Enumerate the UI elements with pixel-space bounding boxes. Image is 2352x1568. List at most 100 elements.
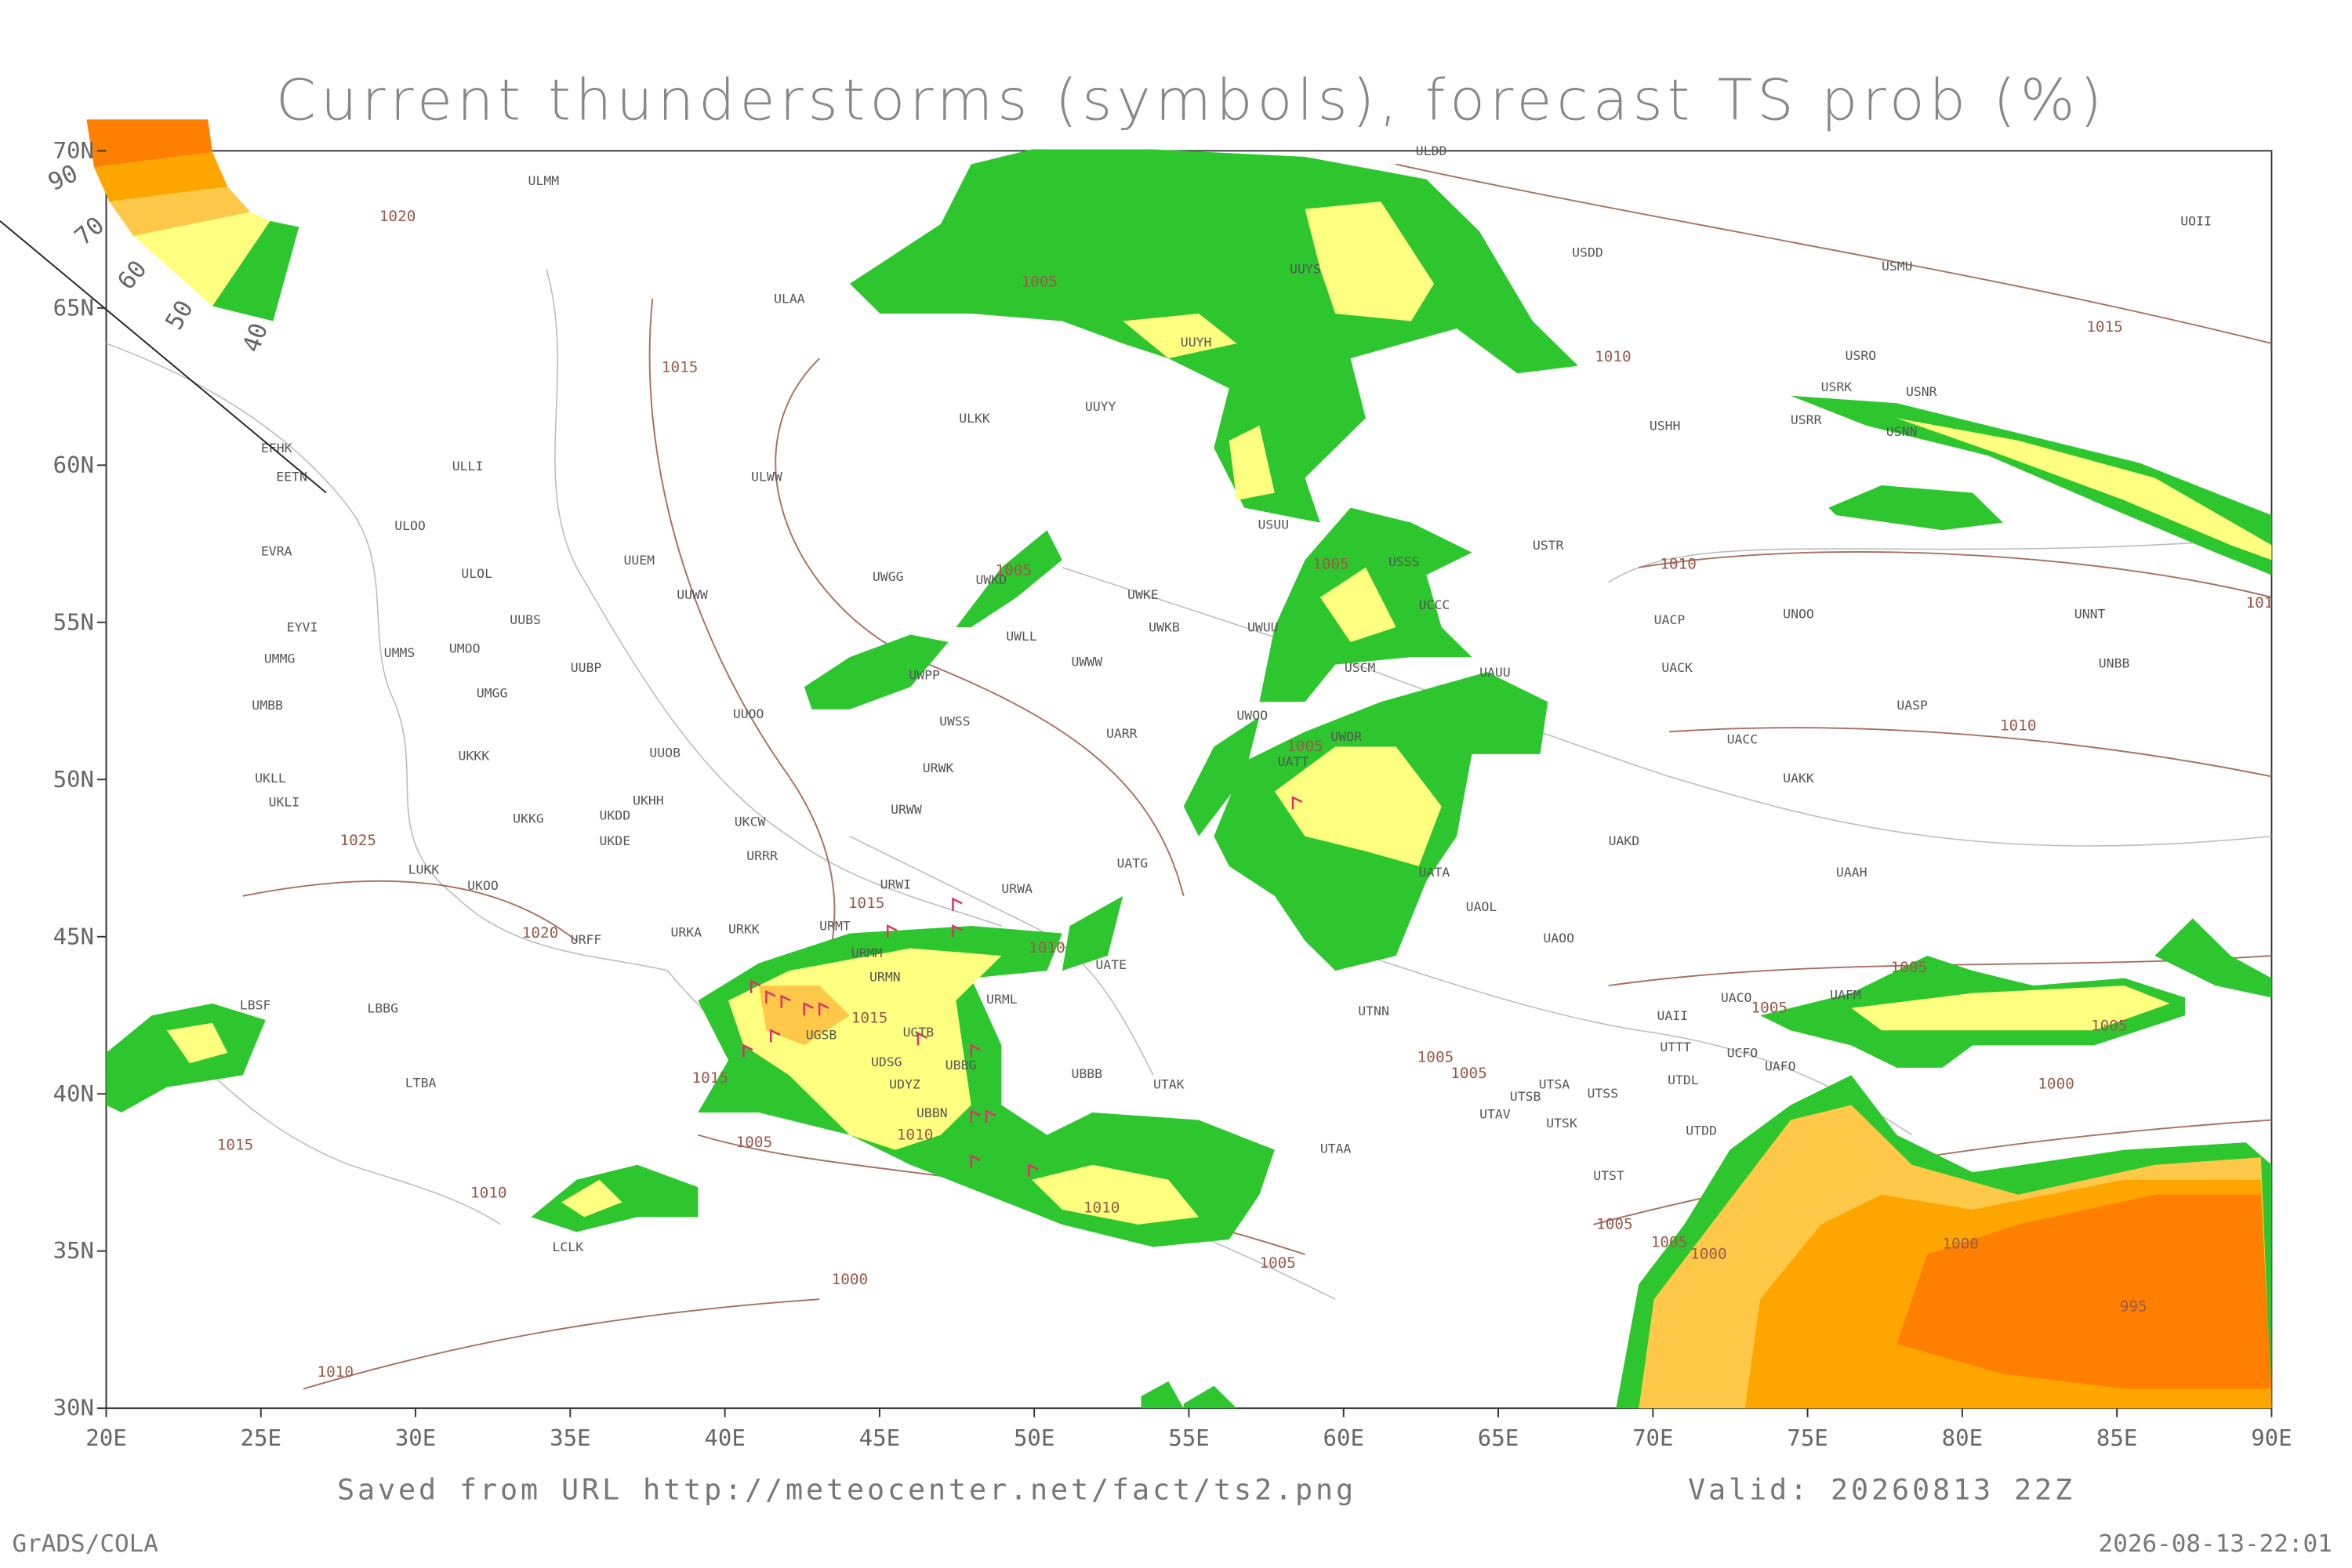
- isobar-label: 1000: [1942, 1235, 1979, 1253]
- station-label: UAKK: [1783, 771, 1814, 786]
- station-label: UKDE: [600, 833, 631, 848]
- y-tick-label: 30N: [53, 1395, 94, 1421]
- isobar-label: 1015: [851, 1009, 888, 1027]
- station-label: UAII: [1657, 1008, 1689, 1023]
- station-label: USNR: [1906, 384, 1937, 399]
- x-tick-label: 85E: [2096, 1425, 2137, 1451]
- station-label: USSS: [1388, 554, 1420, 569]
- axis-ticks: 20E 25E 30E 35E 40E 45E 50E 55E 60E 65E 70E 75E 80E 8…: [53, 137, 2292, 1451]
- x-tick-label: 40E: [704, 1425, 745, 1451]
- isobar-label: 1020: [379, 207, 416, 225]
- station-label: UACO: [1721, 990, 1752, 1005]
- station-label: ULDD: [1416, 143, 1447, 158]
- station-label: URWI: [880, 877, 912, 891]
- station-label: UUBS: [510, 612, 541, 627]
- station-label: ULKK: [959, 411, 990, 426]
- station-label: UACK: [1661, 660, 1693, 675]
- station-label: UKOO: [467, 878, 499, 893]
- station-label: UATT: [1278, 754, 1309, 769]
- isobar-label: 1005: [1312, 555, 1349, 573]
- x-tick-label: 90E: [2251, 1425, 2292, 1451]
- isobar-label: 1010: [1660, 555, 1697, 573]
- isobar-label: 1020: [522, 924, 559, 942]
- station-label: USMU: [1882, 259, 1913, 274]
- station-label: UDSG: [871, 1054, 902, 1069]
- y-tick-label: 60N: [53, 452, 94, 478]
- station-label: UKLI: [269, 795, 300, 810]
- isobar-label: 1015: [2086, 318, 2123, 336]
- station-label: UWKB: [1149, 620, 1180, 635]
- y-tick-label: 40N: [53, 1080, 94, 1107]
- title: Current thunderstorms (symbols), forecas…: [276, 67, 2107, 133]
- station-label: USRK: [1821, 379, 1853, 394]
- legend: [0, 119, 327, 494]
- station-label: URKA: [670, 924, 702, 939]
- isobar-label: 1010: [897, 1125, 934, 1143]
- station-label: LBBG: [367, 1001, 398, 1016]
- station-label: UKHH: [633, 793, 664, 808]
- station-label: EYVI: [287, 620, 318, 635]
- legend-label: 70: [69, 211, 110, 251]
- isobar-label: 1000: [2038, 1075, 2074, 1093]
- station-label: UUOB: [649, 746, 681, 760]
- station-label: UTST: [1593, 1168, 1624, 1183]
- station-label: UTDL: [1668, 1073, 1699, 1087]
- y-tick-label: 35N: [53, 1237, 94, 1264]
- y-tick-label: 55N: [53, 609, 94, 636]
- isobar-label: 1005: [1287, 737, 1323, 755]
- y-tick-label: 65N: [53, 295, 94, 321]
- legend-swatch: [109, 187, 251, 236]
- isobar-label: 101: [2245, 593, 2273, 612]
- station-label: UWLL: [1006, 629, 1037, 644]
- station-label: ULOL: [461, 566, 492, 581]
- x-tick-label: 60E: [1323, 1425, 1364, 1451]
- station-label: UAUU: [1479, 665, 1511, 680]
- station-label: LTBA: [405, 1076, 437, 1091]
- station-label: UAOO: [1543, 931, 1574, 946]
- station-label: UUOO: [733, 706, 764, 721]
- footer-source: Saved from URL http://meteocenter.net/fa…: [337, 1473, 1356, 1507]
- station-label: UCFO: [1727, 1046, 1759, 1061]
- x-tick-label: 30E: [395, 1425, 436, 1451]
- x-tick-label: 75E: [1787, 1425, 1828, 1451]
- y-tick-label: 50N: [53, 766, 94, 793]
- isobar-label: 1005: [1596, 1215, 1633, 1233]
- station-label: URMT: [819, 919, 851, 934]
- station-label: UWPP: [909, 668, 940, 683]
- station-label: URML: [986, 992, 1018, 1007]
- legend-label: 90: [44, 159, 82, 197]
- station-label: UNBB: [2099, 656, 2130, 671]
- footer-timestamp: 2026-08-13-22:01: [2099, 1530, 2332, 1558]
- isobar-labels: 1020 1015 1005 1010 1015 1005 1005 1010 101 1005 1…: [217, 207, 2274, 1381]
- isobar-label: 1015: [662, 358, 699, 376]
- station-label: UTAV: [1479, 1107, 1511, 1122]
- station-labels: ULDD ULMM UOII USDD UUYS USMU ULAA UUYH USRO USRK…: [240, 143, 2212, 1254]
- isobar-label: 995: [2120, 1298, 2147, 1316]
- isobar-label: 1005: [1417, 1047, 1454, 1065]
- station-label: USDD: [1572, 245, 1603, 260]
- station-label: UKDD: [600, 808, 631, 823]
- isobar-label: 1005: [1651, 1233, 1688, 1251]
- x-tick-label: 70E: [1632, 1425, 1673, 1451]
- footer-software: GrADS/COLA: [12, 1530, 158, 1558]
- x-tick-label: 20E: [85, 1425, 126, 1451]
- station-label: UWSS: [939, 714, 971, 729]
- station-label: UGSB: [806, 1028, 837, 1043]
- x-tick-label: 25E: [241, 1425, 281, 1451]
- isobar-label: 1010: [1029, 938, 1065, 956]
- isobar-label: 1000: [832, 1270, 869, 1288]
- station-label: UBBN: [916, 1105, 948, 1120]
- station-label: UAAH: [1836, 865, 1867, 880]
- isobar-label: 1010: [317, 1363, 354, 1381]
- legend-swatch: [94, 152, 228, 202]
- station-label: USCM: [1345, 660, 1376, 675]
- station-label: UWUU: [1247, 620, 1279, 635]
- station-label: UKKG: [513, 811, 544, 826]
- station-label: URWA: [1001, 881, 1033, 896]
- station-label: UWWW: [1071, 655, 1102, 670]
- station-label: LCLK: [553, 1240, 584, 1254]
- station-label: UCCC: [1419, 597, 1450, 612]
- station-label: UUYY: [1085, 399, 1116, 414]
- station-label: UTDD: [1686, 1123, 1717, 1138]
- legend-swatch: [86, 119, 212, 168]
